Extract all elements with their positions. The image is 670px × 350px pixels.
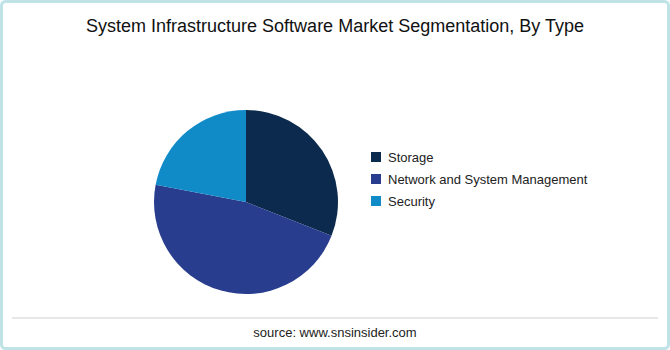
legend-label: Network and System Management [388,172,588,187]
chart: System Infrastructure Software Market Se… [0,0,670,350]
annotation: source: www.snsinsider.com [253,325,416,340]
frame [2,2,669,349]
legend-item: Security [371,194,435,209]
legend-item: Storage [371,150,434,165]
legend-label: Storage [388,150,434,165]
legend-swatch [371,174,381,184]
title: System Infrastructure Software Market Se… [86,16,584,36]
pie [154,110,338,294]
legend-swatch [371,152,381,162]
legend-item: Network and System Management [371,172,588,187]
pie-slice [156,110,246,202]
legend: Storage Network and System Management Secu… [371,150,588,209]
legend-swatch [371,196,381,206]
legend-label: Security [388,194,435,209]
separator [12,318,658,319]
